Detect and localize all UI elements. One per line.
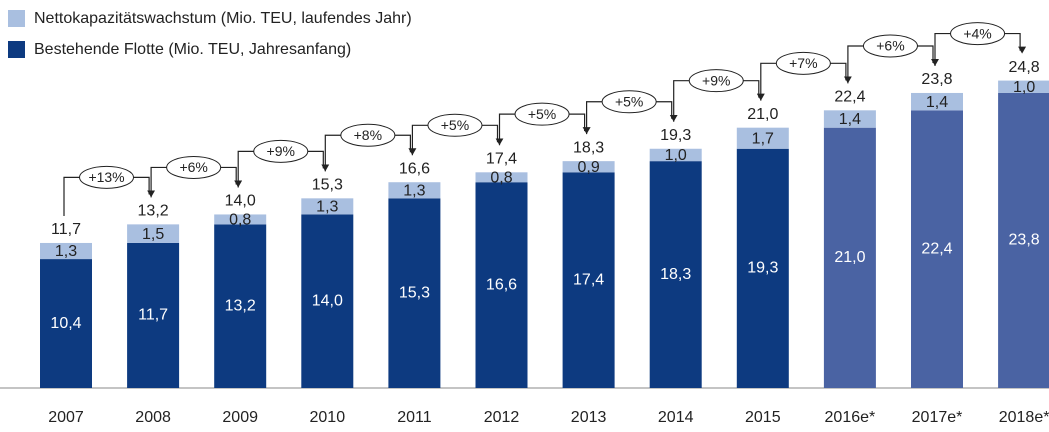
growth-label: +13% [88,169,124,185]
value-label: 10,4 [50,315,81,332]
value-label: 0,8 [490,169,512,186]
x-tick-label: 2008 [135,409,171,426]
value-label: 1,0 [665,147,687,164]
total-label: 21,0 [747,106,778,123]
total-label: 18,3 [573,139,604,156]
value-label: 1,4 [926,94,948,111]
value-label: 1,0 [1013,79,1035,96]
bar-segment [40,259,92,388]
bar-segment [562,172,615,388]
x-tick-label: 2011 [397,409,432,426]
legend-label: Bestehende Flotte (Mio. TEU, Jahresanfan… [34,41,351,58]
growth-label: +7% [789,55,817,71]
growth-bubble [688,69,744,93]
growth-bubble [79,165,135,189]
bar-segment [127,224,180,243]
growth-label: +5% [615,93,643,109]
value-label: 0,9 [577,159,599,176]
value-label: 16,6 [486,276,517,293]
value-label: 1,3 [316,199,338,216]
total-label: 19,3 [660,127,691,144]
value-label: 1,7 [752,130,774,147]
bar-segment [301,198,354,215]
x-tick-label: 2018e* [999,409,1049,426]
bar-segment [475,182,528,388]
total-label: 17,4 [486,151,517,168]
x-tick-label: 2016e* [825,409,876,426]
bar-segment [214,224,267,388]
growth-bubble [775,51,831,75]
legend-swatch [8,10,25,27]
total-label: 14,0 [225,193,256,210]
bar-segment [998,92,1049,388]
total-label: 24,8 [1009,59,1040,76]
x-tick-label: 2012 [484,409,520,426]
x-tick-label: 2017e* [912,409,963,426]
bar-segment [388,198,441,388]
value-label: 22,4 [921,240,952,257]
total-label: 11,7 [51,221,81,238]
total-label: 23,8 [921,71,952,88]
value-label: 15,3 [399,284,430,301]
growth-label: +8% [354,127,382,143]
growth-bubble [427,113,483,137]
growth-label: +5% [528,106,556,122]
value-label: 23,8 [1009,232,1040,249]
value-label: 0,8 [229,212,251,229]
x-tick-label: 2010 [310,409,346,426]
growth-bubble [253,139,309,163]
bar-segment [214,214,267,225]
total-label: 13,2 [138,203,169,220]
bar-segment [475,172,528,183]
growth-label: +6% [179,159,207,175]
total-label: 16,6 [399,160,430,177]
value-label: 13,2 [225,297,256,314]
bar-segment [823,127,876,388]
growth-bubble [340,123,396,147]
growth-label: +4% [963,25,991,41]
value-label: 11,7 [138,307,168,324]
value-label: 18,3 [660,266,691,283]
growth-bubble [166,155,222,179]
bar-segment [301,214,354,388]
growth-bubble [862,34,918,58]
value-label: 1,5 [142,226,164,243]
bar-segment [823,110,876,128]
value-label: 1,4 [839,111,861,128]
bar-segment [562,161,615,173]
value-label: 19,3 [747,260,778,277]
total-label: 15,3 [312,177,343,194]
bar-segment [911,110,963,389]
growth-bubble [514,102,570,126]
bar-segment [649,161,702,388]
bar-segment [911,92,963,111]
x-tick-label: 2013 [571,409,607,426]
x-tick-label: 2015 [745,409,781,426]
growth-label: +6% [876,38,904,54]
bar-segment [998,80,1049,93]
growth-label: +9% [267,143,295,159]
value-label: 17,4 [573,271,604,288]
legend-swatch [8,41,25,58]
value-label: 1,3 [403,182,425,199]
bar-segment [736,148,789,388]
total-label: 22,4 [834,89,865,106]
bar-segment [388,182,441,199]
value-label: 21,0 [834,249,865,266]
bar-segment [40,242,92,260]
value-label: 14,0 [312,292,343,309]
legend-label: Nettokapazitätswachstum (Mio. TEU, laufe… [34,10,412,27]
value-label: 1,3 [55,243,77,260]
growth-bubble [601,90,657,114]
x-tick-label: 2009 [222,409,258,426]
x-tick-label: 2007 [48,409,84,426]
x-tick-label: 2014 [658,409,694,426]
bar-segment [127,242,180,388]
growth-label: +5% [441,117,469,133]
growth-label: +9% [702,72,730,88]
bar-segment [649,148,702,162]
bar-segment [736,127,789,149]
growth-bubble [950,22,1006,46]
